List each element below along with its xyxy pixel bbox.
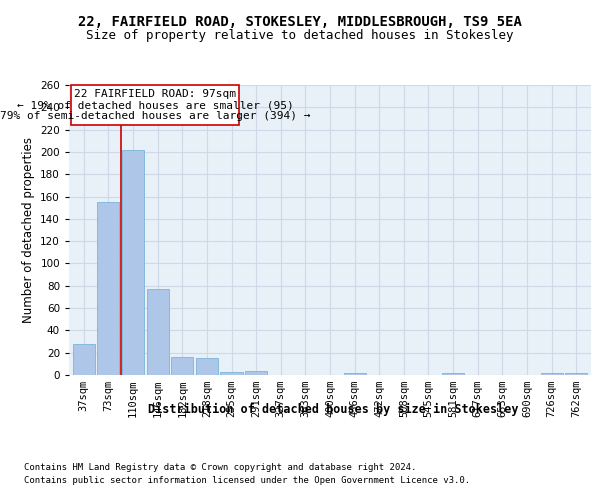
Bar	[196, 358, 218, 375]
Text: Distribution of detached houses by size in Stokesley: Distribution of detached houses by size …	[148, 402, 518, 415]
FancyBboxPatch shape	[71, 85, 239, 125]
Y-axis label: Number of detached properties: Number of detached properties	[22, 137, 35, 323]
Bar	[344, 373, 366, 375]
Text: Size of property relative to detached houses in Stokesley: Size of property relative to detached ho…	[86, 29, 514, 42]
Bar	[541, 373, 563, 375]
Bar	[245, 370, 267, 375]
Bar	[97, 202, 119, 375]
Bar	[171, 357, 193, 375]
Bar	[146, 289, 169, 375]
Text: 22, FAIRFIELD ROAD, STOKESLEY, MIDDLESBROUGH, TS9 5EA: 22, FAIRFIELD ROAD, STOKESLEY, MIDDLESBR…	[78, 15, 522, 29]
Bar	[73, 344, 95, 375]
Text: 79% of semi-detached houses are larger (394) →: 79% of semi-detached houses are larger (…	[0, 112, 310, 122]
Bar	[565, 373, 587, 375]
Bar	[122, 150, 144, 375]
Bar	[442, 373, 464, 375]
Text: Contains HM Land Registry data © Crown copyright and database right 2024.: Contains HM Land Registry data © Crown c…	[24, 462, 416, 471]
Bar	[220, 372, 242, 375]
Text: ← 19% of detached houses are smaller (95): ← 19% of detached houses are smaller (95…	[17, 100, 293, 110]
Text: Contains public sector information licensed under the Open Government Licence v3: Contains public sector information licen…	[24, 476, 470, 485]
Text: 22 FAIRFIELD ROAD: 97sqm: 22 FAIRFIELD ROAD: 97sqm	[74, 89, 236, 99]
